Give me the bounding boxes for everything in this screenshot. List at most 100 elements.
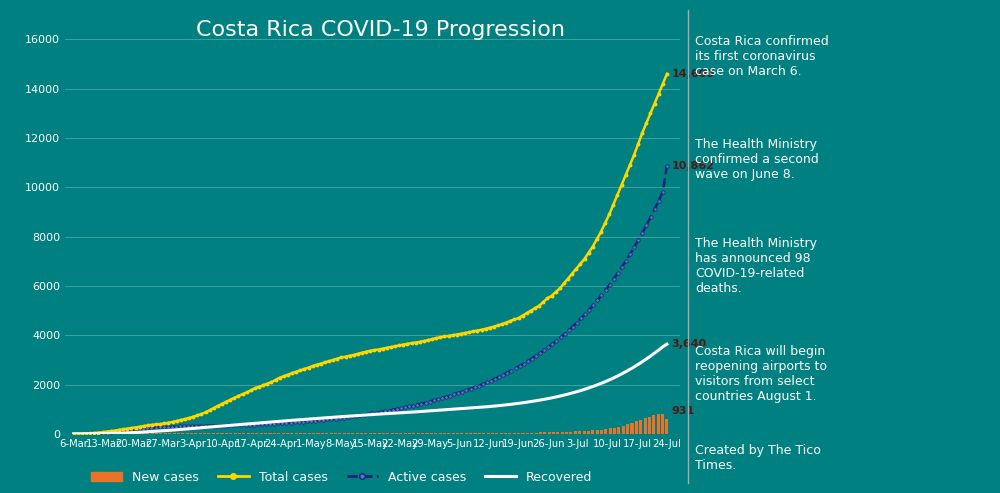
Bar (321, 433, 324, 434)
Bar (334, 433, 337, 434)
Bar (478, 433, 481, 434)
Bar (469, 433, 472, 434)
Bar (517, 433, 520, 434)
Bar (395, 433, 398, 434)
Bar (316, 433, 320, 434)
Bar (665, 419, 668, 434)
Bar (146, 433, 149, 434)
Bar (330, 433, 333, 434)
Bar (452, 433, 455, 434)
Bar (286, 433, 289, 434)
Bar (290, 433, 293, 434)
Bar (526, 433, 529, 434)
Text: 931: 931 (671, 406, 695, 416)
Bar (569, 432, 572, 434)
Bar (181, 433, 184, 434)
Bar (151, 433, 154, 434)
Bar (412, 433, 415, 434)
Bar (308, 433, 311, 434)
Bar (473, 433, 477, 434)
Bar (190, 433, 193, 434)
Bar (138, 433, 141, 434)
Bar (552, 432, 555, 434)
Bar (639, 420, 642, 434)
Bar (391, 433, 394, 434)
Bar (456, 433, 459, 434)
Bar (491, 433, 494, 434)
Bar (194, 433, 197, 434)
Bar (447, 433, 450, 434)
Bar (173, 433, 176, 434)
Bar (325, 433, 328, 434)
Text: 3,640: 3,640 (671, 339, 707, 349)
Bar (504, 433, 507, 434)
Bar (583, 431, 586, 434)
Bar (565, 432, 568, 434)
Bar (652, 415, 655, 434)
Bar (295, 433, 298, 434)
Bar (487, 433, 490, 434)
Bar (364, 433, 367, 434)
Bar (635, 421, 638, 434)
Bar (238, 433, 241, 434)
Bar (347, 433, 350, 434)
Bar (578, 431, 581, 434)
Bar (399, 433, 402, 434)
Bar (260, 433, 263, 434)
Bar (556, 432, 559, 434)
Bar (234, 433, 237, 434)
Bar (203, 433, 206, 434)
Bar (373, 433, 376, 434)
Bar (299, 433, 302, 434)
Bar (443, 433, 446, 434)
Bar (613, 428, 616, 434)
Bar (530, 433, 533, 434)
Bar (661, 414, 664, 434)
Bar (617, 427, 620, 434)
Bar (225, 433, 228, 434)
Bar (277, 433, 280, 434)
Bar (626, 424, 629, 434)
Text: Costa Rica will begin
reopening airports to
visitors from select
countries Augus: Costa Rica will begin reopening airports… (695, 345, 827, 403)
Bar (338, 433, 341, 434)
Bar (622, 425, 625, 434)
Bar (508, 433, 511, 434)
Bar (255, 433, 258, 434)
Text: 10,862: 10,862 (671, 161, 714, 171)
Bar (186, 433, 189, 434)
Text: Costa Rica COVID-19 Progression: Costa Rica COVID-19 Progression (196, 20, 564, 40)
Bar (251, 433, 254, 434)
Bar (434, 433, 437, 434)
Text: 14,600: 14,600 (671, 69, 714, 79)
Bar (495, 433, 498, 434)
Bar (500, 433, 503, 434)
Bar (574, 431, 577, 434)
Bar (591, 430, 594, 434)
Bar (421, 433, 424, 434)
Bar (247, 433, 250, 434)
Bar (264, 433, 267, 434)
Bar (460, 433, 463, 434)
Bar (408, 433, 411, 434)
Bar (282, 433, 285, 434)
Bar (543, 432, 546, 434)
Bar (657, 414, 660, 434)
Bar (425, 433, 429, 434)
Bar (600, 429, 603, 434)
Bar (220, 433, 224, 434)
Text: Costa Rica confirmed
its first coronavirus
case on March 6.: Costa Rica confirmed its first coronavir… (695, 35, 829, 77)
Bar (312, 433, 315, 434)
Bar (539, 432, 542, 434)
Bar (404, 433, 407, 434)
Bar (587, 431, 590, 434)
Bar (548, 432, 551, 434)
Bar (521, 433, 525, 434)
Bar (229, 433, 232, 434)
Bar (199, 433, 202, 434)
Bar (648, 417, 651, 434)
Bar (242, 433, 245, 434)
Bar (177, 433, 180, 434)
Bar (382, 433, 385, 434)
Bar (417, 433, 420, 434)
Bar (513, 433, 516, 434)
